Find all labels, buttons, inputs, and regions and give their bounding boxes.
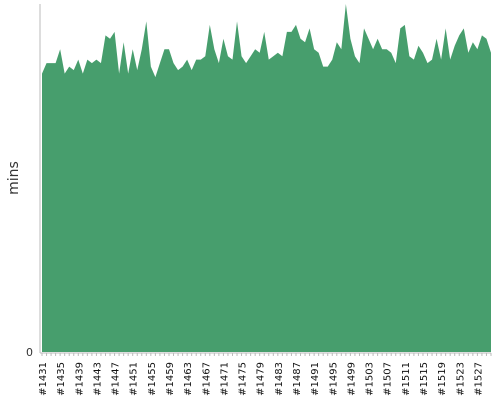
x-tick-label: #1499: [346, 362, 357, 396]
x-tick-label: #1447: [111, 362, 122, 396]
x-tick-label: #1515: [419, 362, 430, 396]
x-tick-label: #1435: [56, 362, 67, 396]
x-tick-label: #1511: [401, 362, 412, 396]
x-tick-label: #1519: [437, 362, 448, 396]
x-tick-label: #1439: [74, 362, 85, 396]
x-tick-label: #1451: [129, 362, 140, 396]
x-tick-label: #1527: [473, 362, 484, 396]
x-tick-label: #1467: [201, 362, 212, 396]
x-tick-label: #1523: [455, 362, 466, 396]
x-tick-label: #1431: [38, 362, 49, 396]
x-tick-label: #1491: [310, 362, 321, 396]
y-axis-label: mins: [6, 161, 22, 195]
area: [42, 4, 491, 352]
x-tick-label: #1483: [274, 362, 285, 396]
x-tick-label: #1471: [219, 362, 230, 396]
x-tick-label: #1443: [92, 362, 103, 396]
x-tick-label: #1479: [256, 362, 267, 396]
x-tick-label: #1475: [238, 362, 249, 396]
x-tick-label: #1503: [365, 362, 376, 396]
x-tick-label: #1495: [328, 362, 339, 396]
x-tick-label: #1507: [383, 362, 394, 396]
x-tick-label: #1487: [292, 362, 303, 396]
x-tick-label: #1459: [165, 362, 176, 396]
x-tick-label: #1463: [183, 362, 194, 396]
x-tick-label: #1455: [147, 362, 158, 396]
y-tick-label: 0: [26, 346, 33, 359]
